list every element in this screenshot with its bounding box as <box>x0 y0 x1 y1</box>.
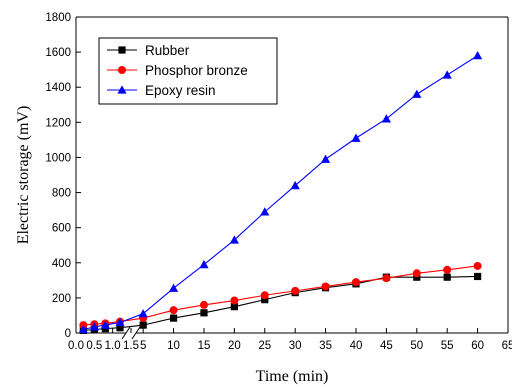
data-point <box>260 291 269 300</box>
y-tick-label: 1400 <box>45 82 71 94</box>
x-tick-label: 35 <box>319 340 332 352</box>
y-tick-label: 0 <box>65 328 71 340</box>
legend-item: Rubber <box>107 43 190 58</box>
y-tick-label: 1800 <box>45 12 71 24</box>
data-point <box>116 324 124 332</box>
y-tick-label: 1000 <box>45 152 71 164</box>
x-tick-label: 50 <box>410 340 423 352</box>
data-point <box>443 273 451 281</box>
data-point <box>230 296 239 305</box>
data-point <box>199 259 209 269</box>
data-point <box>321 282 330 291</box>
data-point <box>291 286 300 295</box>
y-tick-label: 1600 <box>45 47 71 59</box>
data-point <box>260 207 270 216</box>
data-point <box>473 272 482 281</box>
y-tick-label: 1200 <box>45 117 71 129</box>
data-point <box>351 133 361 142</box>
x-tick-label: 30 <box>289 340 302 352</box>
x-tick-label: 1.0 <box>105 340 121 352</box>
data-point <box>100 320 110 329</box>
data-point <box>230 303 238 311</box>
y-tick-label: 600 <box>52 223 71 235</box>
data-point <box>89 322 99 331</box>
data-point <box>473 261 482 270</box>
x-tick-label: 10 <box>167 340 180 352</box>
data-point <box>138 309 148 318</box>
legend-label: Rubber <box>145 43 190 58</box>
data-point <box>168 283 179 292</box>
axis-break-mark <box>131 326 141 340</box>
series-rubber <box>79 272 482 334</box>
data-point <box>115 317 125 327</box>
data-point <box>381 114 391 123</box>
data-point <box>78 324 88 334</box>
x-tick-label: 60 <box>471 340 484 352</box>
series-break-connector <box>119 313 144 323</box>
y-axis-title: Electric storage (mV) <box>15 106 32 245</box>
x-tick-label: 0.0 <box>68 340 84 352</box>
data-point <box>412 89 422 98</box>
data-point <box>199 300 208 309</box>
data-point <box>443 265 452 274</box>
series-epoxy-resin <box>78 51 483 334</box>
data-point <box>169 314 178 322</box>
x-tick-label: 45 <box>380 340 393 352</box>
legend-label: Epoxy resin <box>145 83 216 98</box>
x-tick-label: 0.5 <box>86 340 102 352</box>
series-line <box>83 321 121 326</box>
series-break-connector <box>119 324 144 329</box>
legend-swatch-marker <box>117 85 127 94</box>
x-tick-label: 20 <box>228 340 241 352</box>
data-point <box>139 321 147 329</box>
data-point <box>382 274 391 283</box>
series-line <box>142 55 478 315</box>
legend-item: Phosphor bronze <box>107 63 248 78</box>
series-line <box>83 321 121 331</box>
x-axis-title: Time (min) <box>256 368 329 385</box>
x-tick-label: 5 <box>140 340 146 352</box>
legend-item: Epoxy resin <box>107 83 216 98</box>
series-line <box>143 265 478 319</box>
data-point <box>200 309 208 317</box>
data-point <box>412 269 421 278</box>
data-point <box>290 180 300 190</box>
data-point <box>351 278 360 287</box>
data-point <box>261 296 269 304</box>
legend-swatch-marker <box>118 46 126 54</box>
series-phosphor-bronze <box>79 261 482 330</box>
x-tick-label: 40 <box>350 340 363 352</box>
x-tick-label: 1.5 <box>123 340 139 352</box>
x-tick-label: 65 <box>502 340 512 352</box>
axis-break-mark <box>121 326 131 340</box>
x-tick-label: 15 <box>198 340 211 352</box>
y-tick-label: 200 <box>52 293 71 305</box>
data-point <box>169 306 178 315</box>
y-tick-label: 800 <box>52 188 71 200</box>
data-point <box>229 235 239 244</box>
data-point <box>320 154 331 163</box>
legend-box <box>98 37 278 105</box>
legend-label: Phosphor bronze <box>145 63 248 78</box>
x-tick-label: 25 <box>258 340 271 352</box>
y-tick-label: 400 <box>52 258 71 270</box>
data-point <box>472 51 483 60</box>
legend-swatch-marker <box>118 66 126 74</box>
series-line <box>83 327 121 331</box>
data-point <box>442 70 452 79</box>
x-tick-label: 55 <box>441 340 454 352</box>
series-line <box>143 275 478 326</box>
